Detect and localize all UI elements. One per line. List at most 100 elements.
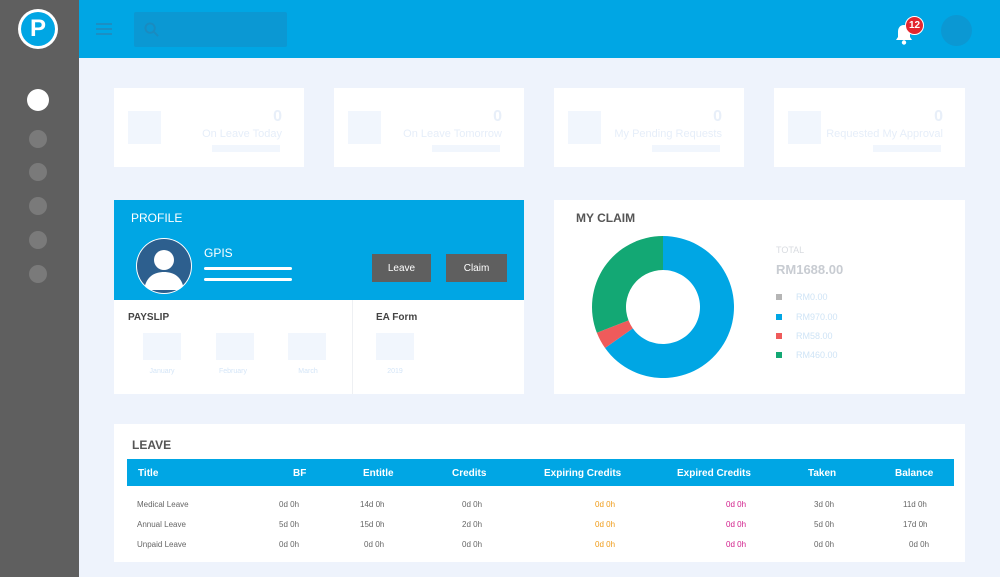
stat-icon xyxy=(128,111,161,144)
profile-name: GPIS xyxy=(204,246,233,260)
leave-button[interactable]: Leave xyxy=(372,254,431,282)
legend-item: RM0.00 xyxy=(776,292,828,302)
stat-my-pending-requests[interactable]: 0 My Pending Requests xyxy=(554,88,744,167)
table-cell: 3d 0h xyxy=(814,500,835,509)
notification-badge: 12 xyxy=(905,16,924,35)
legend-swatch xyxy=(776,333,782,339)
payslip-label: PAYSLIP xyxy=(128,312,170,323)
table-cell: 0d 0h xyxy=(364,540,385,549)
legend-swatch xyxy=(776,352,782,358)
stat-value: 0 xyxy=(934,108,943,125)
column-header: Entitle xyxy=(363,468,394,479)
ea-form-label: EA Form xyxy=(376,312,418,323)
column-header: BF xyxy=(293,468,307,479)
legend-item: RM970.00 xyxy=(776,312,838,322)
table-cell: 0d 0h xyxy=(909,540,930,549)
table-cell: 0d 0h xyxy=(279,500,300,509)
logo-letter: P xyxy=(21,12,55,46)
column-header: Taken xyxy=(808,468,837,479)
profile-header: PROFILE GPIS Leave Claim xyxy=(114,200,524,300)
table-cell: 0d 0h xyxy=(814,540,835,549)
stat-requested-my-approval[interactable]: 0 Requested My Approval xyxy=(774,88,965,167)
table-cell: 14d 0h xyxy=(360,500,385,509)
table-cell: 0d 0h xyxy=(462,500,483,509)
sidebar: P xyxy=(0,0,79,577)
profile-avatar xyxy=(136,238,192,294)
claim-card: MY CLAIM TOTAL RM1688.00 RM0.00 RM970.00… xyxy=(554,200,965,394)
sidebar-item-3[interactable] xyxy=(29,163,47,181)
table-cell: Medical Leave xyxy=(137,500,189,509)
month-label: February xyxy=(218,368,247,375)
table-cell: 0d 0h xyxy=(726,540,747,549)
sidebar-item-4[interactable] xyxy=(29,197,47,215)
profile-card: PROFILE GPIS Leave Claim PAYSLIP January… xyxy=(114,200,524,394)
leave-title: LEAVE xyxy=(132,438,172,452)
legend-label: RM460.00 xyxy=(796,350,838,360)
claim-donut-chart xyxy=(592,236,734,378)
legend-swatch xyxy=(776,314,782,320)
stat-icon xyxy=(788,111,821,144)
search-input[interactable] xyxy=(134,12,287,47)
stat-value: 0 xyxy=(493,108,502,125)
donut-slice-3[interactable] xyxy=(592,236,663,333)
table-cell: 17d 0h xyxy=(903,520,928,529)
sidebar-item-5[interactable] xyxy=(29,231,47,249)
stat-label: On Leave Today xyxy=(202,128,282,140)
stat-placeholder-bar xyxy=(652,145,720,152)
user-icon xyxy=(137,239,191,293)
sidebar-item-2[interactable] xyxy=(29,130,47,148)
column-header: Credits xyxy=(452,468,487,479)
donut-slice-1[interactable] xyxy=(605,236,734,378)
stat-on-leave-tomorrow[interactable]: 0 On Leave Tomorrow xyxy=(334,88,524,167)
search-icon xyxy=(144,22,159,37)
column-header: Expiring Credits xyxy=(544,468,622,479)
table-cell: 0d 0h xyxy=(462,540,483,549)
stat-icon xyxy=(568,111,601,144)
table-cell: 0d 0h xyxy=(726,520,747,529)
stat-value: 0 xyxy=(713,108,722,125)
table-cell: 5d 0h xyxy=(814,520,835,529)
legend-label: RM58.00 xyxy=(796,331,833,341)
leave-card: LEAVE Title BF Entitle Credits Expiring … xyxy=(114,424,965,562)
app-logo[interactable]: P xyxy=(18,9,58,49)
payslip-march[interactable] xyxy=(288,333,326,360)
legend-swatch xyxy=(776,294,782,300)
table-cell: 0d 0h xyxy=(279,540,300,549)
column-header: Expired Credits xyxy=(677,468,751,479)
table-cell: 11d 0h xyxy=(903,500,927,509)
table-cell: 2d 0h xyxy=(462,520,483,529)
stat-on-leave-today[interactable]: 0 On Leave Today xyxy=(114,88,304,167)
table-cell: Unpaid Leave xyxy=(137,540,187,549)
payslip-february[interactable] xyxy=(216,333,254,360)
donut-slice-2[interactable] xyxy=(596,320,633,349)
total-label: TOTAL xyxy=(776,245,805,255)
user-avatar[interactable] xyxy=(941,15,972,46)
table-cell: 0d 0h xyxy=(595,500,616,509)
table-cell: Annual Leave xyxy=(137,520,186,529)
sidebar-item-dashboard[interactable] xyxy=(27,89,49,111)
table-cell: 0d 0h xyxy=(726,500,747,509)
stat-label: Requested My Approval xyxy=(826,128,943,140)
profile-title: PROFILE xyxy=(131,211,183,225)
legend-label: RM0.00 xyxy=(796,292,828,302)
table-cell: 15d 0h xyxy=(360,520,385,529)
claim-button[interactable]: Claim xyxy=(446,254,507,282)
table-cell: 0d 0h xyxy=(595,520,616,529)
profile-detail-line xyxy=(204,278,292,281)
stat-placeholder-bar xyxy=(432,145,500,152)
table-cell: 0d 0h xyxy=(595,540,616,549)
sidebar-item-6[interactable] xyxy=(29,265,47,283)
leave-table-header: Title BF Entitle Credits Expiring Credit… xyxy=(127,459,954,486)
ea-form-2019[interactable] xyxy=(376,333,414,360)
legend-item: RM58.00 xyxy=(776,331,833,341)
legend-item: RM460.00 xyxy=(776,350,838,360)
stat-placeholder-bar xyxy=(212,145,280,152)
stat-placeholder-bar xyxy=(873,145,941,152)
stat-value: 0 xyxy=(273,108,282,125)
divider xyxy=(352,300,353,394)
claim-title: MY CLAIM xyxy=(576,211,636,225)
menu-icon[interactable] xyxy=(96,23,112,35)
stat-label: My Pending Requests xyxy=(614,128,722,140)
payslip-january[interactable] xyxy=(143,333,181,360)
month-label: January xyxy=(149,368,175,375)
